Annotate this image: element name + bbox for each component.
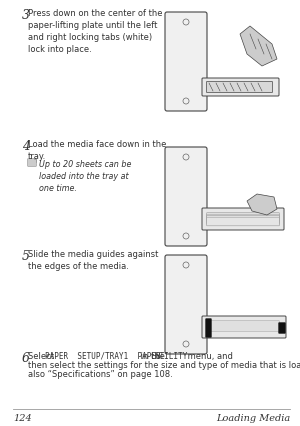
- Text: PAPER  SETUP/TRAY1  PAPER: PAPER SETUP/TRAY1 PAPER: [45, 351, 160, 360]
- Text: Load the media face down in the
tray.: Load the media face down in the tray.: [28, 140, 167, 161]
- Text: Slide the media guides against
the edges of the media.: Slide the media guides against the edges…: [28, 249, 158, 271]
- FancyBboxPatch shape: [165, 13, 207, 112]
- Text: UTILITY: UTILITY: [156, 351, 188, 360]
- Text: menu, and: menu, and: [185, 351, 233, 360]
- Text: Select: Select: [28, 351, 57, 360]
- Text: Press down on the center of the
paper-lifting plate until the left
and right loc: Press down on the center of the paper-li…: [28, 9, 163, 55]
- FancyBboxPatch shape: [165, 148, 207, 246]
- Text: 5: 5: [22, 249, 30, 262]
- FancyBboxPatch shape: [279, 323, 285, 334]
- Polygon shape: [240, 27, 277, 67]
- Text: also “Specifications” on page 108.: also “Specifications” on page 108.: [28, 369, 173, 378]
- FancyBboxPatch shape: [207, 218, 279, 226]
- FancyBboxPatch shape: [207, 213, 279, 222]
- FancyBboxPatch shape: [28, 159, 36, 167]
- FancyBboxPatch shape: [207, 216, 279, 225]
- Text: in the: in the: [138, 351, 167, 360]
- FancyBboxPatch shape: [207, 215, 279, 223]
- Text: 4: 4: [22, 140, 30, 153]
- FancyBboxPatch shape: [206, 82, 272, 93]
- FancyBboxPatch shape: [202, 316, 286, 338]
- FancyBboxPatch shape: [206, 319, 211, 337]
- FancyBboxPatch shape: [207, 321, 279, 331]
- FancyBboxPatch shape: [202, 208, 284, 230]
- Text: 124: 124: [13, 413, 32, 422]
- FancyBboxPatch shape: [165, 256, 207, 354]
- Polygon shape: [247, 195, 277, 216]
- Text: Loading Media: Loading Media: [216, 413, 290, 422]
- Text: then select the settings for the size and type of media that is loaded. See: then select the settings for the size an…: [28, 360, 300, 369]
- Text: 3: 3: [22, 9, 30, 22]
- Text: Up to 20 sheets can be
loaded into the tray at
one time.: Up to 20 sheets can be loaded into the t…: [39, 160, 131, 192]
- FancyBboxPatch shape: [202, 79, 279, 97]
- Text: 6: 6: [22, 351, 30, 364]
